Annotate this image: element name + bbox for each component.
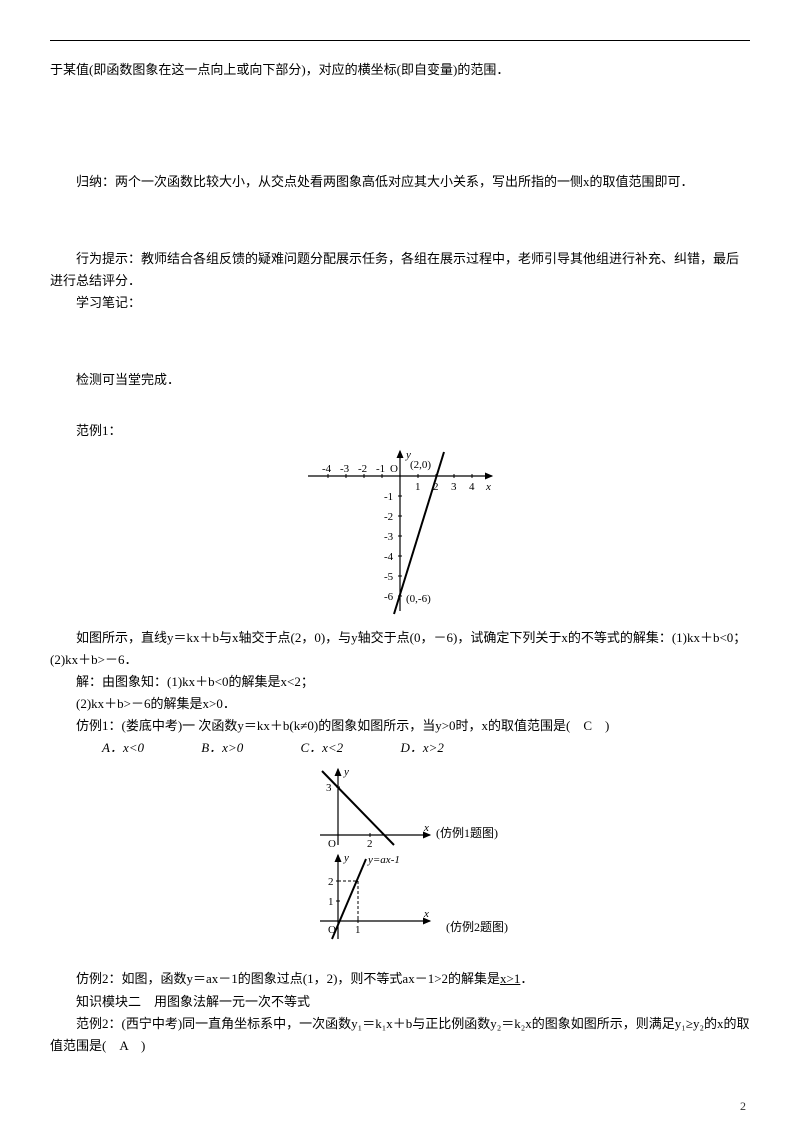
fangli2-text: 仿例2：如图，函数y＝ax－1的图象过点(1，2)，则不等式ax－1>2的解集是 xyxy=(76,971,500,986)
fig2b-line-label: y=ax-1 xyxy=(367,854,400,866)
fig2a-xtick: 2 xyxy=(367,838,373,850)
xtick: 1 xyxy=(415,481,421,493)
ytick: -2 xyxy=(384,511,393,523)
top-line-text: 于某值(即函数图象在这一点向上或向下部分)，对应的横坐标(即自变量)的范围． xyxy=(50,59,750,81)
fig2b-caption: (仿例2题图) xyxy=(446,920,508,934)
xtick: -1 xyxy=(376,463,385,475)
fig2b-xlabel: x xyxy=(423,908,429,920)
ytick: -1 xyxy=(384,491,393,503)
fangli1-choices: A．x<0 B．x>0 C．x<2 D．x>2 xyxy=(50,737,750,759)
fanli1-label: 范例1： xyxy=(50,420,750,442)
fanli2-q: 范例2：(西宁中考)同一直角坐标系中，一次函数y₁＝k₁x＋b与正比例函数y₂＝… xyxy=(50,1013,750,1057)
fig2b-ytick1: 1 xyxy=(328,896,334,908)
spacer xyxy=(50,392,750,420)
spacer xyxy=(50,314,750,369)
fig2b-ylabel: y xyxy=(343,852,349,864)
ytick: -5 xyxy=(384,571,394,583)
spacer xyxy=(50,193,750,248)
xtick: -2 xyxy=(358,463,367,475)
choice-a: A．x<0 xyxy=(76,737,144,759)
fangli2-end: ． xyxy=(520,971,533,986)
figure-2: 3 2 O x y (仿例1题图) 1 2 1 O x y y=ax-1 (仿例… xyxy=(50,763,750,950)
fanli1-sol1: 解：由图象知：(1)kx＋b<0的解集是x<2； xyxy=(50,671,750,693)
choice-c: C．x<2 xyxy=(274,737,343,759)
xtick: -3 xyxy=(340,463,350,475)
origin-label: O xyxy=(390,463,398,475)
pt2-label: (0,-6) xyxy=(406,593,431,605)
fig2b-xtick: 1 xyxy=(355,924,361,936)
fig2a-caption: (仿例1题图) xyxy=(436,826,498,840)
fanli1-sol2: (2)kx＋b>－6的解集是x>0． xyxy=(50,693,750,715)
fig2b-ytick2: 2 xyxy=(328,876,334,888)
fangli1-q: 仿例1：(娄底中考)一 次函数y＝kx＋b(k≠0)的图象如图所示，当y>0时，… xyxy=(50,715,750,737)
xingwei-text: 行为提示：教师结合各组反馈的疑难问题分配展示任务，各组在展示过程中，老师引导其他… xyxy=(50,248,750,292)
jiance-text: 检测可当堂完成． xyxy=(50,369,750,391)
top-rule xyxy=(50,40,750,41)
module2-title: 知识模块二 用图象法解一元一次不等式 xyxy=(50,991,750,1013)
ytick: -4 xyxy=(384,551,394,563)
xuexi-label: 学习笔记： xyxy=(50,292,750,314)
page-number: 2 xyxy=(740,1096,746,1116)
fig2a-origin: O xyxy=(328,838,336,850)
spacer xyxy=(50,954,750,968)
xtick: -4 xyxy=(322,463,332,475)
fig2a-xlabel: x xyxy=(423,822,429,834)
figure-1: -4 -3 -2 -1 1 2 3 4 -1 -2 -3 -4 -5 -6 O … xyxy=(50,446,750,623)
fig2a-ylabel: y xyxy=(343,766,349,778)
spacer xyxy=(50,81,750,171)
ytick: -3 xyxy=(384,531,394,543)
fanli1-text: 如图所示，直线y＝kx＋b与x轴交于点(2，0)，与y轴交于点(0，－6)，试确… xyxy=(50,627,750,671)
figure-1-svg: -4 -3 -2 -1 1 2 3 4 -1 -2 -3 -4 -5 -6 O … xyxy=(300,446,500,616)
figure-2-svg: 3 2 O x y (仿例1题图) 1 2 1 O x y y=ax-1 (仿例… xyxy=(260,763,540,943)
choice-d: D．x>2 xyxy=(374,737,443,759)
fig2a-ytick: 3 xyxy=(326,782,332,794)
fangli2-line: 仿例2：如图，函数y＝ax－1的图象过点(1，2)，则不等式ax－1>2的解集是… xyxy=(50,968,750,990)
fangli2-answer: x>1 xyxy=(500,971,520,986)
x-axis-label: x xyxy=(485,481,491,493)
pt1-label: (2,0) xyxy=(410,459,431,471)
guina-text: 归纳：两个一次函数比较大小，从交点处看两图象高低对应其大小关系，写出所指的一侧x… xyxy=(50,171,750,193)
ytick: -6 xyxy=(384,591,394,603)
xtick: 4 xyxy=(469,481,475,493)
choice-b: B．x>0 xyxy=(175,737,243,759)
xtick: 3 xyxy=(451,481,457,493)
